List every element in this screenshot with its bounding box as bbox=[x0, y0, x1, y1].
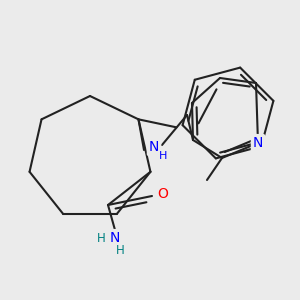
Text: H: H bbox=[159, 151, 167, 161]
Text: O: O bbox=[158, 187, 168, 201]
Text: H: H bbox=[116, 244, 124, 257]
Text: H: H bbox=[97, 232, 105, 244]
Text: N: N bbox=[253, 136, 263, 150]
Text: N: N bbox=[149, 140, 159, 154]
Text: N: N bbox=[110, 231, 120, 245]
